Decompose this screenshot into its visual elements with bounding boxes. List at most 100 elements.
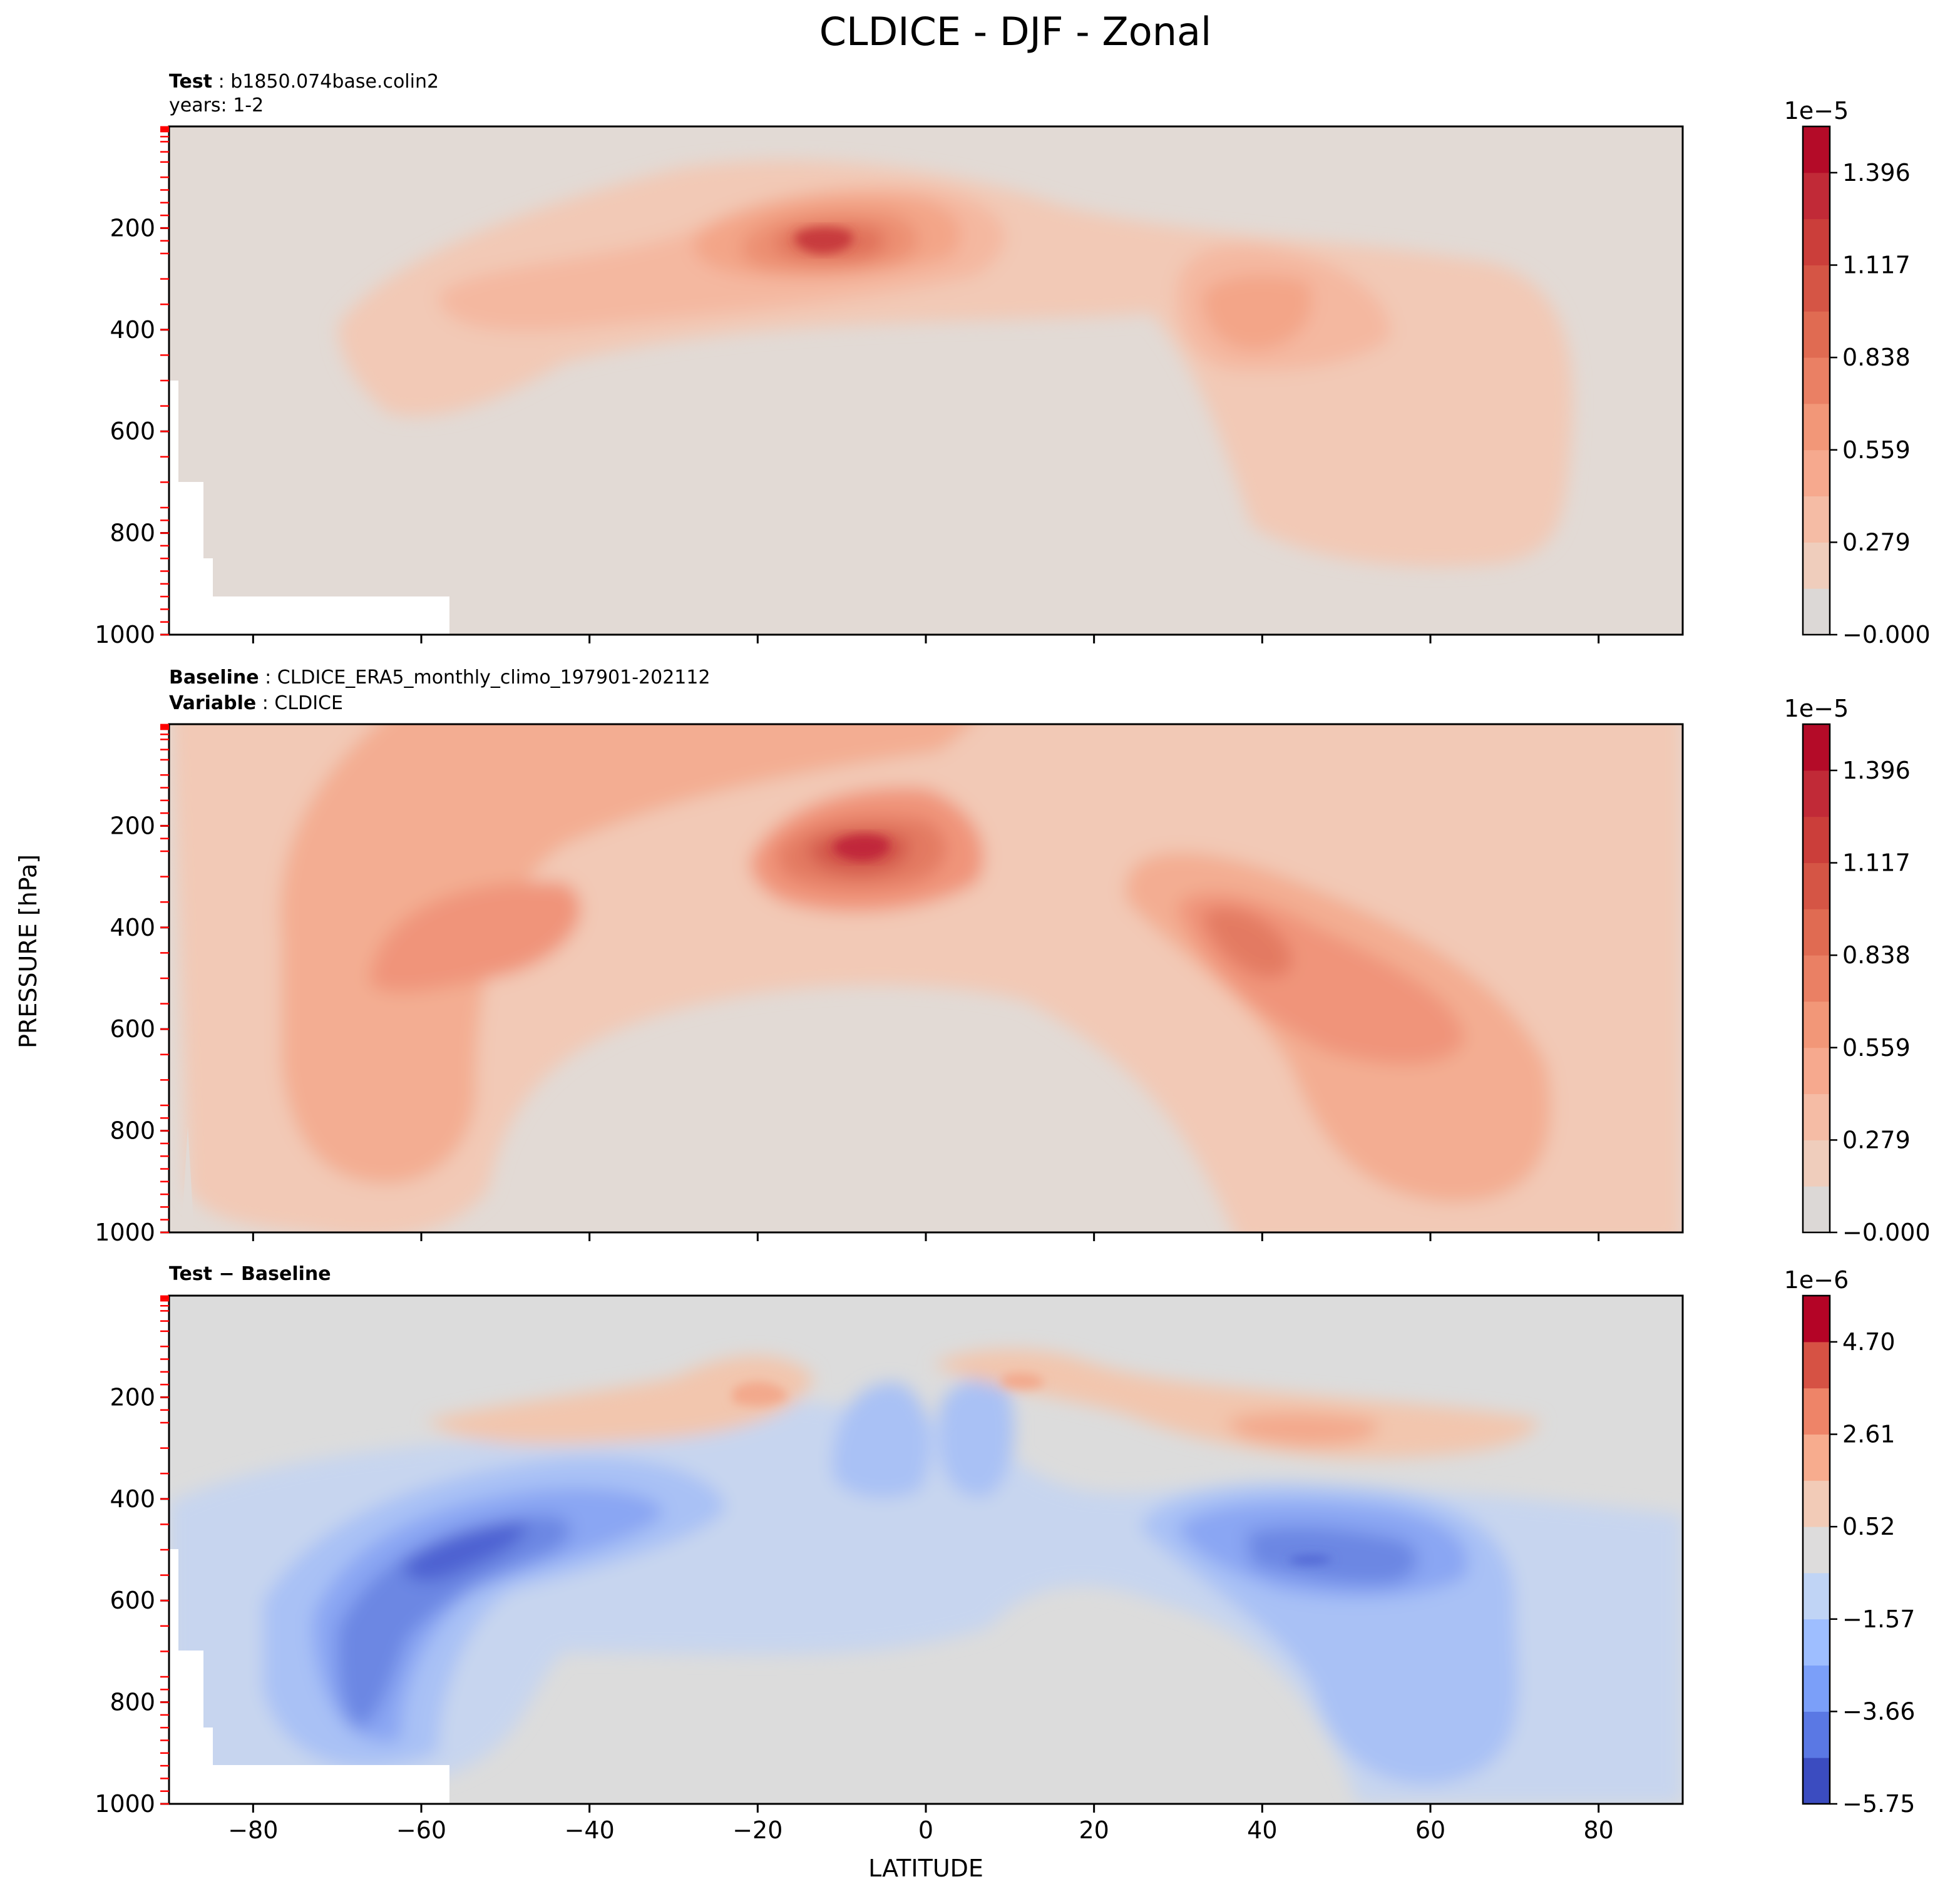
x-tick-label: 0 [918, 1816, 933, 1844]
colorbar-tick-label: 1.117 [1842, 252, 1911, 279]
y-tick-label: 800 [110, 1689, 155, 1716]
colorbar-segment [1803, 403, 1830, 451]
panel-title-line-1: Test : b1850.074base.colin2 [169, 71, 439, 93]
y-tick-label: 1000 [95, 1790, 155, 1818]
colorbar-segment [1803, 770, 1830, 817]
contour-level-12 [933, 1349, 1540, 1458]
colorbar-tick-label: 0.279 [1842, 528, 1911, 556]
x-axis-label: LATITUDE [868, 1855, 983, 1882]
contour-level-6 [1202, 908, 1293, 978]
contour-level-16 [1290, 1555, 1333, 1564]
panel-title-bold: Variable [169, 692, 256, 714]
y-tick-label: 600 [110, 1015, 155, 1043]
colorbar-tick-label: −3.66 [1842, 1697, 1915, 1725]
colorbar-tick-label: 1.396 [1842, 757, 1911, 784]
contour-level-5 [939, 1379, 1014, 1497]
colorbar-segment [1803, 1388, 1830, 1435]
x-tick-label: −80 [228, 1816, 278, 1844]
colorbar-segment [1803, 172, 1830, 220]
y-tick-label: 600 [110, 417, 155, 445]
contour-level-15 [1002, 1373, 1045, 1390]
colorbar-segment [1803, 357, 1830, 404]
colorbar-tick-label: −0.000 [1842, 1219, 1931, 1246]
x-tick-label: −40 [565, 1816, 615, 1844]
colorbar-segment [1803, 816, 1830, 863]
colorbar-tick-label: 0.52 [1842, 1513, 1896, 1540]
colorbar-multiplier: 1e−6 [1784, 1266, 1849, 1294]
contour-level-10 [401, 1521, 527, 1582]
colorbar-tick-label: 0.279 [1842, 1126, 1911, 1154]
colorbar-segment [1803, 1572, 1830, 1620]
colorbar-segment [1803, 1758, 1830, 1804]
colorbar-tick-label: 1.396 [1842, 159, 1911, 187]
colorbar-segment [1803, 1665, 1830, 1712]
colorbar-tick-label: 2.61 [1842, 1421, 1896, 1448]
contour-level-10 [833, 834, 890, 861]
colorbar-segment [1803, 909, 1830, 956]
y-tick-label: 200 [110, 214, 155, 242]
colorbar-segment [1803, 1047, 1830, 1095]
colorbar-segment [1803, 1711, 1830, 1758]
x-tick-label: −20 [732, 1816, 782, 1844]
panel-title-line-1: Test − Baseline [169, 1263, 331, 1285]
contour-field [169, 1296, 1683, 1804]
contour-field [169, 724, 1683, 1232]
colorbar-segment [1803, 265, 1830, 312]
colorbar-segment [1803, 1619, 1830, 1666]
colorbar-segment [1803, 1527, 1830, 1574]
contour-level-8 [794, 227, 853, 253]
y-tick-label: 600 [110, 1587, 155, 1614]
colorbar-segment [1803, 1001, 1830, 1048]
colorbar-frame [1802, 723, 1831, 1234]
colorbar-tick-label: −5.75 [1842, 1790, 1915, 1818]
x-tick-label: −60 [396, 1816, 446, 1844]
colorbar-tick-label: 0.559 [1842, 436, 1911, 464]
x-tick-label: 60 [1415, 1816, 1445, 1844]
colorbar-segment [1803, 724, 1830, 771]
colorbar-segment [1803, 542, 1830, 589]
panel-title-bold: Test [169, 71, 212, 93]
colorbar-segment [1803, 1186, 1830, 1233]
y-axis-label: PRESSURE [hPa] [14, 854, 42, 1048]
contour-level-14 [732, 1381, 789, 1406]
colorbar-segment [1803, 1140, 1830, 1187]
colorbar-segment [1803, 1296, 1830, 1343]
missing-data-mask [169, 1549, 449, 1804]
contour-field [169, 126, 1683, 635]
colorbar-segment [1803, 1434, 1830, 1481]
colorbar-multiplier: 1e−5 [1784, 97, 1849, 125]
missing-data-mask [169, 381, 449, 635]
panel-title-bold: Test − Baseline [169, 1263, 331, 1285]
contour-level-9 [1246, 1527, 1418, 1584]
colorbar-tick-label: 1.117 [1842, 849, 1911, 877]
y-tick-label: 400 [110, 914, 155, 941]
colorbar-tick-label: −0.000 [1842, 621, 1931, 648]
colorbar-segment [1803, 1341, 1830, 1389]
colorbar-test: −0.000 0.279 0.559 0.838 1.117 1.396 1e−5 [1784, 97, 1931, 648]
colorbar-segment [1803, 1093, 1830, 1140]
panel-title-line-2: Variable : CLDICE [169, 692, 343, 714]
y-tick-label: 1000 [95, 621, 155, 648]
colorbar-tick-label: −1.57 [1842, 1605, 1915, 1633]
colorbar-difference: −5.75 −3.66 −1.57 0.52 2.61 4.70 1e−6 [1784, 1266, 1916, 1818]
contour-level-6 [313, 1488, 664, 1743]
panel-title-text: : CLDICE [256, 692, 343, 714]
y-tick-label: 200 [110, 812, 155, 839]
figure-title: CLDICE - DJF - Zonal [819, 9, 1212, 54]
panel-title-bold: Baseline [169, 667, 259, 688]
y-tick-label: 400 [110, 316, 155, 344]
colorbar-segment [1803, 449, 1830, 497]
contour-level-4 [1202, 275, 1313, 351]
panel-title-text: : b1850.074base.colin2 [212, 71, 439, 93]
axis-ticks: 200 400 600 800 1000 [95, 126, 1600, 648]
panel-title-line-1: Baseline : CLDICE_ERA5_monthly_climo_197… [169, 667, 711, 688]
panel-title-line-2: years: 1-2 [169, 95, 264, 116]
x-tick-label: 20 [1079, 1816, 1109, 1844]
contour-level-13 [1227, 1412, 1378, 1446]
colorbar-segment [1803, 218, 1830, 265]
colorbar-frame [1802, 1294, 1831, 1805]
colorbar-baseline: −0.000 0.279 0.559 0.838 1.117 1.396 1e−5 [1784, 695, 1931, 1246]
contour-level-4 [833, 1382, 931, 1498]
panel-difference: Test − Baseline [95, 1263, 1684, 1844]
